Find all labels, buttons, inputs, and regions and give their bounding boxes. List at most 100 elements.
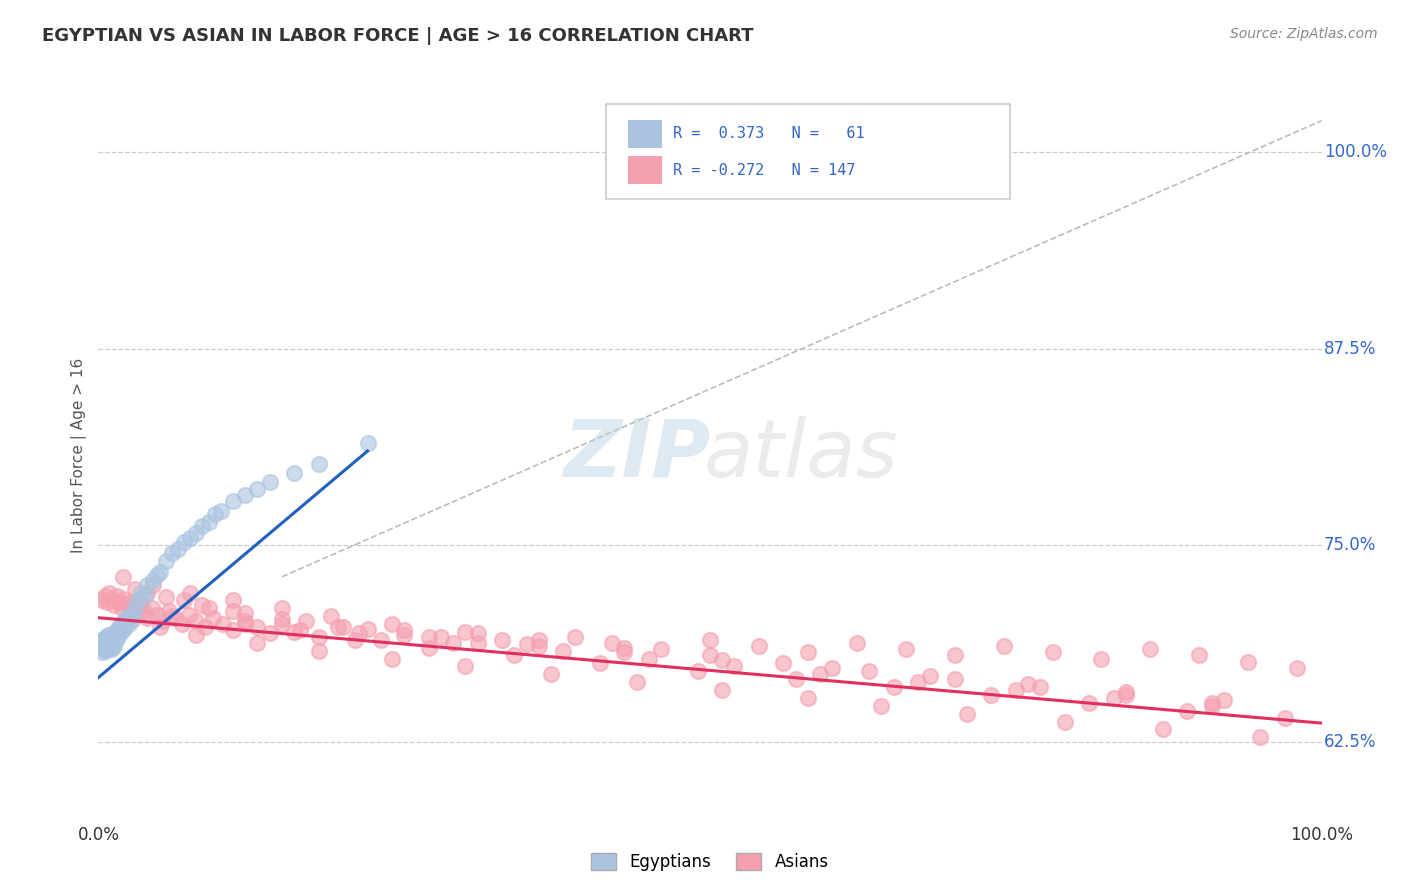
Point [600,636,623,650]
Text: atlas: atlas [704,416,898,494]
Point [146,607,169,622]
Point [527,632,550,647]
Point [132,604,155,618]
Point [467,626,489,640]
Point [179,531,201,545]
Point [1004,683,1026,698]
Point [503,648,526,663]
Point [93,589,115,603]
Point [308,644,330,658]
Point [197,515,219,529]
Point [100,642,122,657]
Point [105,589,128,603]
Point [711,683,734,698]
Point [170,617,193,632]
Point [467,636,489,650]
Point [1115,688,1137,702]
Point [1029,680,1052,694]
Point [155,554,177,568]
Point [1212,692,1234,706]
Point [797,645,820,659]
Point [356,622,378,636]
Point [233,606,256,620]
Point [491,632,513,647]
Point [894,642,917,657]
Point [165,611,187,625]
Point [93,631,115,645]
Point [103,626,125,640]
Point [711,653,734,667]
Point [1139,642,1161,657]
Point [101,640,124,655]
Point [97,628,120,642]
Point [956,706,979,721]
Point [808,667,831,681]
Point [381,651,404,665]
Point [111,601,134,615]
Point [124,601,146,615]
Point [149,565,172,579]
Point [233,617,256,632]
Point [222,604,245,618]
Text: Source: ZipAtlas.com: Source: ZipAtlas.com [1230,27,1378,41]
Point [1188,648,1211,663]
Point [233,488,256,502]
Point [129,598,152,612]
Point [564,630,586,644]
Point [204,507,226,521]
Point [222,593,245,607]
Y-axis label: In Labor Force | Age > 16: In Labor Force | Age > 16 [70,358,87,552]
Point [108,620,131,634]
Point [699,632,721,647]
Point [125,607,148,622]
Point [149,620,172,634]
Point [392,624,416,638]
Point [222,624,245,638]
Point [295,614,318,628]
Point [94,637,117,651]
Point [103,639,125,653]
Point [1152,723,1174,737]
Point [259,626,281,640]
Text: 100.0%: 100.0% [1324,143,1388,161]
Point [328,620,350,634]
Point [98,585,121,599]
Point [527,639,550,653]
Point [270,617,294,632]
Point [91,640,114,655]
Point [121,612,143,626]
Point [540,667,562,681]
Point [797,690,820,705]
Point [96,630,118,644]
Point [637,651,661,665]
Point [118,604,141,618]
Point [344,632,367,647]
Point [347,626,370,640]
Point [94,642,117,657]
Point [157,604,180,618]
Point [96,595,118,609]
Point [177,607,200,622]
Point [105,624,128,638]
Point [308,457,330,471]
Point [101,634,124,648]
Point [1274,711,1296,725]
Point [91,632,114,647]
Point [845,636,868,650]
Bar [628,120,662,148]
Text: 87.5%: 87.5% [1324,340,1376,358]
Point [246,636,269,650]
Point [290,624,312,638]
Text: R =  0.373   N =   61: R = 0.373 N = 61 [673,127,865,141]
Point [943,648,966,663]
Point [160,609,183,624]
Point [142,573,165,587]
Point [1201,696,1223,710]
Point [179,585,201,599]
Point [233,614,256,628]
Point [650,642,672,657]
Point [108,595,131,609]
Point [332,620,354,634]
Text: 62.5%: 62.5% [1324,733,1376,751]
Point [246,620,269,634]
